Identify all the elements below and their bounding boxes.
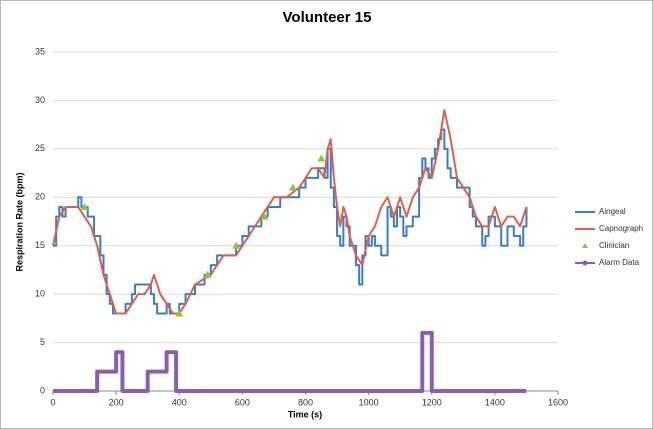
x-tick-label: 800 — [298, 397, 313, 407]
clinician-marker — [260, 212, 269, 220]
series-line — [53, 128, 528, 315]
clinician-marker — [80, 202, 89, 210]
y-tick-label: 5 — [40, 337, 45, 347]
clinician-marker — [203, 270, 212, 278]
legend-label: Clinician — [599, 241, 629, 250]
series-line — [53, 330, 527, 393]
y-tick-label: 10 — [35, 289, 45, 299]
chart-title: Volunteer 15 — [283, 9, 372, 26]
clinician-marker — [317, 154, 326, 162]
y-tick-label: 0 — [40, 385, 45, 395]
series-line — [52, 109, 528, 315]
x-tick-label: 1400 — [485, 397, 505, 407]
x-tick-label: 1000 — [359, 397, 379, 407]
y-tick-label: 15 — [35, 240, 45, 250]
clinician-marker — [232, 241, 241, 249]
y-tick-label: 35 — [35, 46, 45, 56]
y-tick-label: 30 — [35, 95, 45, 105]
legend-label: Capnograph — [599, 224, 643, 233]
clinician-marker — [288, 183, 297, 191]
y-axis-title: Respiration Rate (bpm) — [14, 172, 24, 271]
x-tick-label: 1200 — [422, 397, 442, 407]
x-tick-label: 400 — [172, 397, 187, 407]
legend-label: Alarm Data — [599, 258, 640, 267]
x-tick-label: 200 — [109, 397, 124, 407]
legend-swatch — [582, 260, 588, 266]
x-tick-label: 1600 — [548, 397, 568, 407]
legend-swatch — [582, 243, 588, 248]
x-tick-label: 600 — [235, 397, 250, 407]
clinician-marker — [175, 309, 184, 317]
legend-label: Aingeal — [599, 207, 626, 216]
x-tick-label: 0 — [50, 397, 55, 407]
x-axis-title: Time (s) — [288, 409, 322, 419]
y-tick-label: 25 — [35, 143, 45, 153]
y-tick-label: 20 — [35, 192, 45, 202]
